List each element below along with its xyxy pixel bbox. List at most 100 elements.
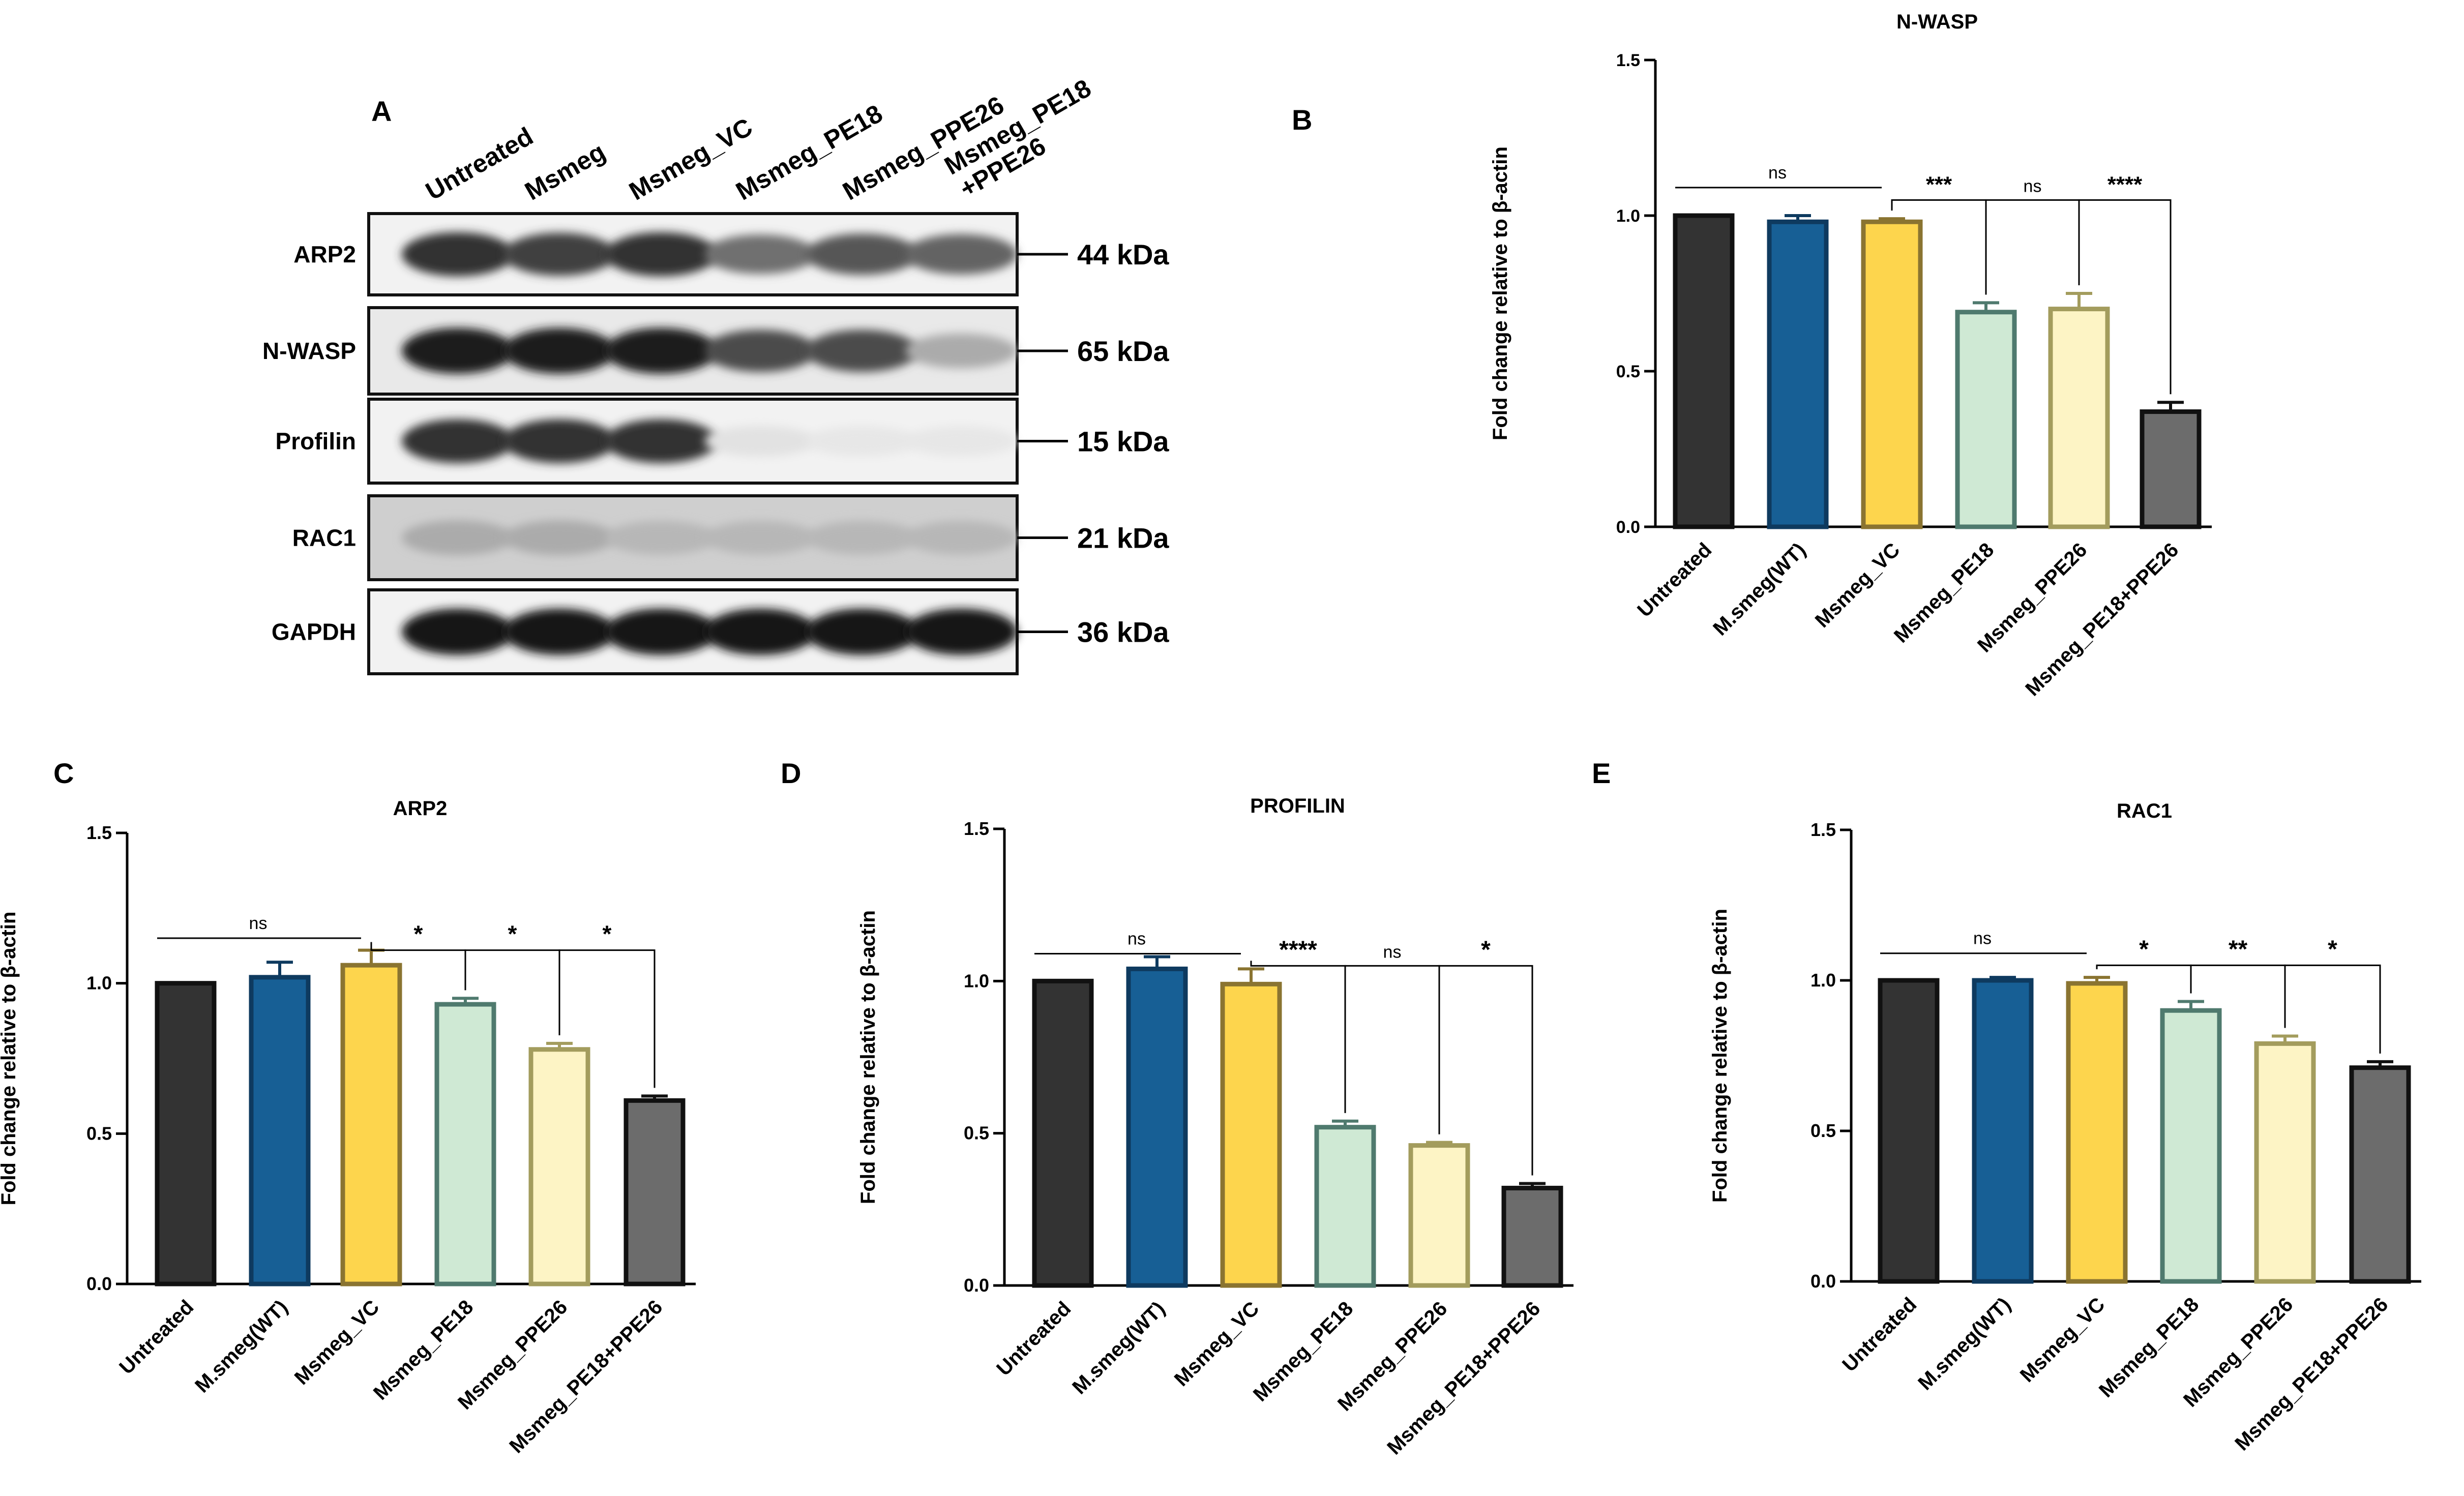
- significance-label: ns: [1973, 929, 1992, 948]
- significance-label: ****: [1279, 936, 1317, 963]
- protein-label: RAC1: [292, 525, 356, 551]
- bar: [2066, 981, 2128, 1284]
- y-tick-label: 1.0: [1616, 206, 1640, 226]
- y-tick-label: 1.5: [1810, 819, 1836, 840]
- bar: [1220, 981, 1282, 1288]
- significance-label: ns: [249, 914, 268, 933]
- x-tick-label: M.smeg(WT): [1709, 538, 1810, 640]
- significance-label: *: [603, 921, 612, 947]
- x-tick-label: Msmeg_VC: [1170, 1297, 1264, 1391]
- blot-band: [605, 608, 717, 655]
- size-marker-label: 15 kDa: [1077, 426, 1169, 458]
- protein-label: ARP2: [293, 241, 356, 267]
- bar: [1878, 978, 1940, 1284]
- bar: [2160, 1008, 2222, 1284]
- chart-title: N-WASP: [1896, 11, 1978, 33]
- blot-band: [503, 520, 615, 555]
- blot-band: [905, 608, 1017, 655]
- blot-band: [806, 608, 918, 655]
- y-tick-label: 0.5: [1616, 362, 1640, 381]
- x-tick-label: Msmeg_PE18: [1890, 538, 1998, 647]
- y-tick-label: 0.5: [1810, 1120, 1836, 1141]
- x-tick-label: Msmeg_VC: [290, 1296, 384, 1389]
- bar: [1314, 1125, 1376, 1288]
- blot-band: [503, 419, 615, 463]
- significance-label: *: [1481, 936, 1491, 963]
- size-marker-label: 21 kDa: [1077, 522, 1169, 554]
- x-tick-label: Msmeg_PE18+PPE26: [1383, 1297, 1545, 1459]
- bar: [1501, 1185, 1563, 1288]
- x-tick-label: M.smeg(WT): [1914, 1293, 2015, 1394]
- significance-bracket: [1438, 965, 1533, 1176]
- chart-profilin: D PROFILIN 0.0 0.5 1.0 1.5 Fold change relativ…: [781, 757, 1574, 1459]
- significance-label: *: [2328, 936, 2337, 963]
- bar: [1955, 310, 2017, 529]
- bar: [1126, 966, 1188, 1288]
- bar: [2349, 1065, 2411, 1284]
- significance-label: ns: [1768, 163, 1787, 183]
- x-tick-label: Msmeg_PE18+PPE26: [2021, 538, 2183, 700]
- x-tick-label: M.smeg(WT): [1068, 1297, 1169, 1398]
- bar: [528, 1047, 590, 1286]
- blot-band: [605, 232, 717, 277]
- blot-band: [704, 608, 816, 655]
- bar: [1767, 219, 1829, 529]
- blot-band: [905, 333, 1017, 369]
- y-tick-label: 0.0: [1616, 518, 1640, 537]
- blot-band: [503, 327, 615, 374]
- x-tick-label: Msmeg_VC: [1811, 538, 1905, 632]
- significance-label: ns: [2024, 176, 2042, 196]
- chart-rac1: E RAC1 0.0 0.5 1.0 1.5 Fold change relative to…: [1592, 757, 2421, 1455]
- blot-band: [402, 608, 514, 655]
- y-tick-label: 0.0: [1810, 1271, 1836, 1292]
- blot-band: [704, 330, 816, 372]
- y-axis-label: Fold change relative to β-actin: [1709, 909, 1731, 1203]
- blot-band: [806, 521, 918, 555]
- panel-letter: E: [1592, 757, 1611, 789]
- x-tick-label: M.smeg(WT): [191, 1296, 292, 1397]
- significance-bracket: [2284, 964, 2381, 1054]
- bar: [1408, 1143, 1470, 1288]
- x-tick-label: Msmeg_PE18: [369, 1296, 478, 1404]
- significance-label: *: [508, 921, 517, 947]
- panel-letter: B: [1292, 104, 1312, 136]
- blot-band: [806, 233, 918, 275]
- size-marker-label: 44 kDa: [1077, 238, 1169, 271]
- bar: [2254, 1041, 2316, 1284]
- chart-title: PROFILIN: [1250, 795, 1345, 817]
- significance-label: ns: [1127, 929, 1146, 948]
- x-tick-label: Msmeg_PE18: [2095, 1293, 2203, 1401]
- significance-bracket: [1985, 199, 2080, 295]
- bar: [434, 1002, 496, 1286]
- y-tick-label: 0.0: [964, 1275, 989, 1296]
- bar: [340, 963, 402, 1286]
- protein-label: GAPDH: [272, 619, 356, 645]
- bar: [2140, 409, 2202, 529]
- y-axis-label: Fold change relative to β-actin: [857, 910, 879, 1204]
- x-tick-label: Msmeg_VC: [2016, 1293, 2110, 1387]
- panel-letter: D: [781, 757, 801, 789]
- blot-band: [605, 521, 717, 555]
- bar: [2048, 307, 2110, 529]
- y-tick-label: 1.5: [86, 822, 112, 843]
- bar: [1972, 978, 2034, 1284]
- significance-label: **: [2229, 936, 2248, 963]
- y-axis-label: Fold change relative to β-actin: [0, 912, 20, 1206]
- blot-band: [402, 419, 514, 463]
- bar: [155, 981, 217, 1286]
- size-marker-label: 36 kDa: [1077, 616, 1169, 648]
- blot-band: [905, 521, 1017, 555]
- protein-label: N-WASP: [262, 338, 356, 364]
- y-tick-label: 1.0: [964, 970, 989, 991]
- significance-bracket: [1344, 965, 1440, 1134]
- x-tick-label: Untreated: [1838, 1293, 1921, 1376]
- bar: [249, 975, 311, 1286]
- blot-band: [806, 330, 918, 372]
- y-tick-label: 1.0: [1810, 970, 1836, 991]
- x-tick-label: Untreated: [992, 1297, 1075, 1380]
- x-tick-label: Msmeg_PE18: [1249, 1297, 1357, 1405]
- y-tick-label: 0.0: [86, 1273, 112, 1294]
- significance-label: ns: [1383, 942, 1402, 962]
- bar: [624, 1098, 686, 1286]
